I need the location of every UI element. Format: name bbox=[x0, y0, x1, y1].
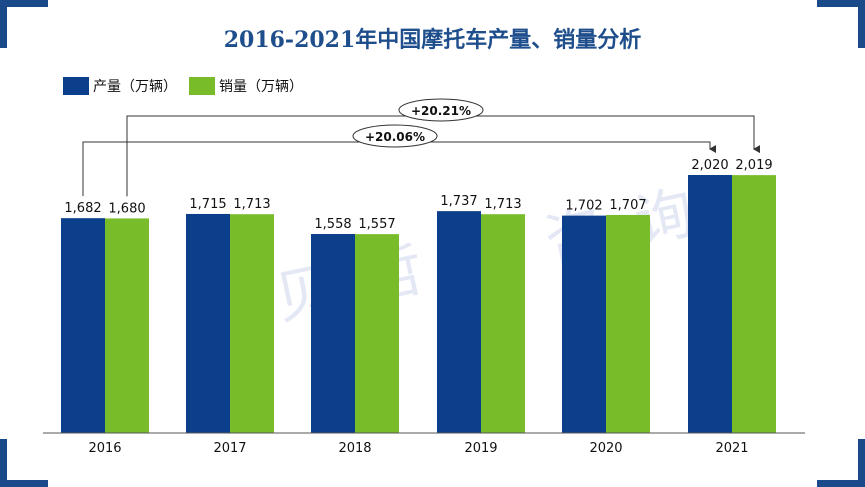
data-label-sales-2021: 2,019 bbox=[735, 158, 772, 173]
bar-production-2019 bbox=[437, 211, 481, 433]
data-label-sales-2016: 1,680 bbox=[108, 201, 145, 216]
growth-badge-1 bbox=[352, 124, 438, 148]
corner-bottom-right-h bbox=[817, 480, 865, 487]
legend-label-sales: 销量（万辆） bbox=[219, 79, 303, 95]
corner-bottom-left bbox=[0, 439, 7, 487]
data-label-production-2016: 1,682 bbox=[64, 201, 101, 216]
legend-swatch-sales bbox=[189, 77, 215, 95]
x-tick-label-2018: 2018 bbox=[338, 441, 371, 456]
bar-production-2017 bbox=[186, 213, 230, 433]
chart-title: 2016-2021年中国摩托车产量、销量分析 bbox=[223, 27, 642, 53]
data-label-production-2017: 1,715 bbox=[189, 197, 226, 212]
data-label-production-2020: 1,702 bbox=[565, 199, 602, 214]
data-label-sales-2020: 1,707 bbox=[609, 198, 646, 213]
corner-bottom-right bbox=[858, 439, 865, 487]
corner-top-left-h bbox=[0, 0, 48, 7]
bar-production-2016 bbox=[61, 218, 105, 433]
chart-legend: 产量（万辆） 销量（万辆） bbox=[63, 76, 315, 96]
legend-item-production: 产量（万辆） bbox=[63, 76, 177, 96]
bar-sales-2019 bbox=[481, 214, 525, 433]
corner-top-right bbox=[858, 0, 865, 48]
legend-swatch-production bbox=[63, 77, 89, 95]
corner-top-left bbox=[0, 0, 7, 48]
data-label-production-2021: 2,020 bbox=[691, 158, 728, 173]
x-tick-label-2021: 2021 bbox=[715, 441, 748, 456]
bar-sales-2016 bbox=[105, 218, 149, 433]
growth-connector-1 bbox=[82, 141, 716, 197]
corner-top-right-h bbox=[817, 0, 865, 7]
x-tick-label-2016: 2016 bbox=[88, 441, 121, 456]
data-label-production-2018: 1,558 bbox=[314, 217, 351, 232]
bar-sales-2021 bbox=[732, 175, 776, 433]
corner-bottom-left-h bbox=[0, 480, 48, 487]
bar-production-2018 bbox=[311, 234, 355, 433]
x-tick-label-2020: 2020 bbox=[589, 441, 622, 456]
growth-label-0: +20.21% bbox=[411, 104, 471, 118]
bar-sales-2020 bbox=[606, 214, 650, 433]
growth-badge-0 bbox=[398, 98, 484, 122]
data-label-sales-2017: 1,713 bbox=[233, 197, 270, 212]
legend-item-sales: 销量（万辆） bbox=[189, 76, 303, 96]
bar-production-2021 bbox=[688, 175, 732, 433]
growth-connector-0 bbox=[126, 115, 760, 197]
bar-sales-2017 bbox=[230, 214, 274, 433]
growth-label-1: +20.06% bbox=[365, 130, 425, 144]
bar-production-2020 bbox=[562, 215, 606, 433]
data-label-sales-2018: 1,557 bbox=[358, 217, 395, 232]
data-label-sales-2019: 1,713 bbox=[484, 197, 521, 212]
legend-label-production: 产量（万辆） bbox=[93, 79, 177, 95]
data-label-production-2019: 1,737 bbox=[440, 194, 477, 209]
bar-sales-2018 bbox=[355, 234, 399, 433]
x-tick-label-2017: 2017 bbox=[213, 441, 246, 456]
x-tick-label-2019: 2019 bbox=[464, 441, 497, 456]
